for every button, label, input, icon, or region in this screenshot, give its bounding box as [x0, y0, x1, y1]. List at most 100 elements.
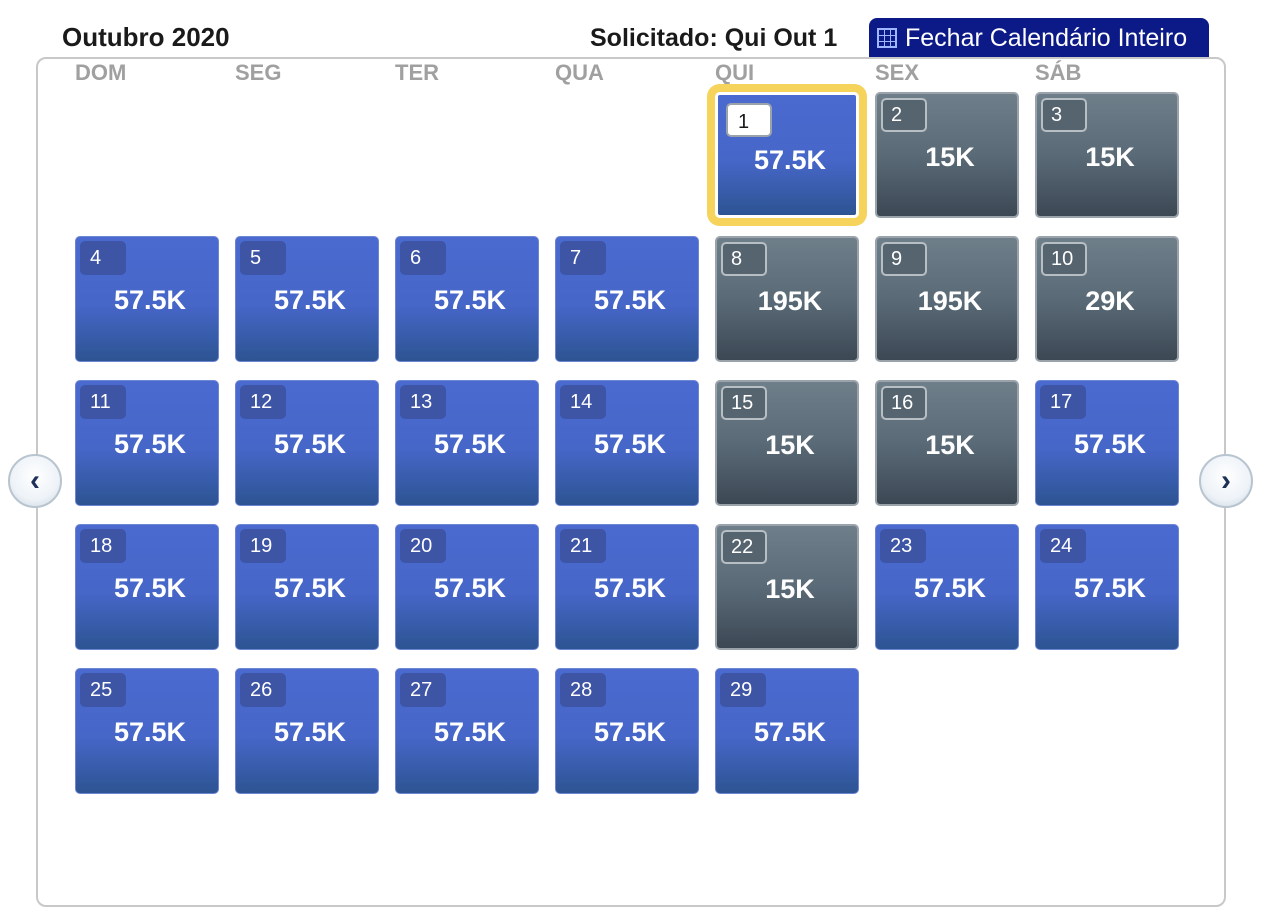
day-price: 15K — [765, 574, 815, 604]
day-price: 57.5K — [433, 573, 507, 603]
weekday-qui: QUI — [715, 60, 755, 85]
day-price: 57.5K — [273, 717, 347, 747]
day-number: 28 — [560, 673, 606, 707]
day-cell[interactable]: 14 57.5K — [555, 380, 699, 506]
day-number: 15 — [721, 386, 767, 420]
day-number: 17 — [1040, 385, 1086, 419]
day-price: 57.5K — [1073, 429, 1147, 459]
day-cell[interactable]: 6 57.5K — [395, 236, 539, 362]
day-number: 7 — [560, 241, 606, 275]
day-number: 5 — [240, 241, 286, 275]
day-price: 57.5K — [273, 573, 347, 603]
day-cell[interactable]: 16 15K — [875, 380, 1019, 506]
weekday-ter: TER — [395, 60, 439, 85]
day-cell[interactable]: 9 195K — [875, 236, 1019, 362]
weekday-sab: SÁB — [1035, 60, 1082, 85]
day-price: 57.5K — [433, 717, 507, 747]
day-cell[interactable]: 27 57.5K — [395, 668, 539, 794]
day-price: 57.5K — [433, 285, 507, 315]
day-number: 21 — [560, 529, 606, 563]
day-cell[interactable]: 10 29K — [1035, 236, 1179, 362]
day-price: 57.5K — [593, 285, 667, 315]
day-number: 6 — [400, 241, 446, 275]
chevron-right-icon: › — [1221, 464, 1231, 497]
day-price: 57.5K — [1073, 573, 1147, 603]
day-cell[interactable]: 13 57.5K — [395, 380, 539, 506]
day-cell[interactable]: 7 57.5K — [555, 236, 699, 362]
day-price: 57.5K — [593, 429, 667, 459]
prev-month-button[interactable]: ‹ — [8, 454, 62, 508]
day-cell[interactable]: 3 15K — [1035, 92, 1179, 218]
day-price: 57.5K — [273, 429, 347, 459]
requested-date: Solicitado: Qui Out 1 — [590, 24, 838, 52]
day-cell[interactable]: 1 57.5K — [715, 92, 859, 218]
day-cell[interactable]: 8 195K — [715, 236, 859, 362]
day-number: 8 — [721, 242, 767, 276]
day-number: 2 — [881, 98, 927, 132]
day-price: 57.5K — [433, 429, 507, 459]
day-cell[interactable]: 24 57.5K — [1035, 524, 1179, 650]
day-price: 57.5K — [593, 573, 667, 603]
close-full-calendar-label: Fechar Calendário Inteiro — [905, 23, 1188, 52]
day-cell[interactable]: 25 57.5K — [75, 668, 219, 794]
day-price: 57.5K — [273, 285, 347, 315]
day-price: 15K — [1085, 142, 1135, 172]
day-cell[interactable]: 23 57.5K — [875, 524, 1019, 650]
month-title: Outubro 2020 — [62, 22, 230, 52]
day-number: 12 — [240, 385, 286, 419]
weekday-sex: SEX — [875, 60, 920, 85]
day-price: 57.5K — [753, 145, 827, 175]
day-cell[interactable]: 28 57.5K — [555, 668, 699, 794]
weekday-qua: QUA — [555, 60, 604, 85]
day-price: 57.5K — [113, 429, 187, 459]
day-number: 19 — [240, 529, 286, 563]
day-number: 25 — [80, 673, 126, 707]
day-price: 15K — [765, 430, 815, 460]
day-price: 57.5K — [113, 717, 187, 747]
day-price: 195K — [917, 286, 983, 316]
day-cell[interactable]: 11 57.5K — [75, 380, 219, 506]
day-number: 13 — [400, 385, 446, 419]
grid-icon — [877, 28, 897, 48]
day-price: 57.5K — [753, 717, 827, 747]
day-cell[interactable]: 2 15K — [875, 92, 1019, 218]
day-number: 27 — [400, 673, 446, 707]
day-number: 3 — [1041, 98, 1087, 132]
day-price: 57.5K — [113, 573, 187, 603]
chevron-left-icon: ‹ — [30, 464, 40, 497]
day-cell[interactable]: 17 57.5K — [1035, 380, 1179, 506]
day-price: 15K — [925, 142, 975, 172]
day-cell[interactable]: 21 57.5K — [555, 524, 699, 650]
close-full-calendar-button[interactable]: Fechar Calendário Inteiro — [869, 18, 1209, 58]
day-number: 14 — [560, 385, 606, 419]
weekday-header: DOM SEG TER QUA QUI SEX SÁB — [75, 60, 1185, 88]
day-number: 1 — [726, 103, 772, 137]
day-number: 11 — [80, 385, 126, 419]
day-cell[interactable]: 22 15K — [715, 524, 859, 650]
day-cell[interactable]: 12 57.5K — [235, 380, 379, 506]
day-price: 57.5K — [113, 285, 187, 315]
day-price: 57.5K — [913, 573, 987, 603]
day-price: 29K — [1085, 286, 1135, 316]
day-price: 15K — [925, 430, 975, 460]
day-price: 57.5K — [593, 717, 667, 747]
day-price: 195K — [757, 286, 823, 316]
day-number: 23 — [880, 529, 926, 563]
weekday-dom: DOM — [75, 60, 127, 85]
next-month-button[interactable]: › — [1199, 454, 1253, 508]
day-cell[interactable]: 5 57.5K — [235, 236, 379, 362]
weekday-seg: SEG — [235, 60, 282, 85]
day-number: 18 — [80, 529, 126, 563]
day-cell[interactable]: 4 57.5K — [75, 236, 219, 362]
day-cell[interactable]: 26 57.5K — [235, 668, 379, 794]
day-cell[interactable]: 18 57.5K — [75, 524, 219, 650]
day-number: 4 — [80, 241, 126, 275]
day-number: 20 — [400, 529, 446, 563]
day-cell[interactable]: 29 57.5K — [715, 668, 859, 794]
day-number: 29 — [720, 673, 766, 707]
day-number: 26 — [240, 673, 286, 707]
day-number: 22 — [721, 530, 767, 564]
day-cell[interactable]: 19 57.5K — [235, 524, 379, 650]
day-cell[interactable]: 15 15K — [715, 380, 859, 506]
day-cell[interactable]: 20 57.5K — [395, 524, 539, 650]
